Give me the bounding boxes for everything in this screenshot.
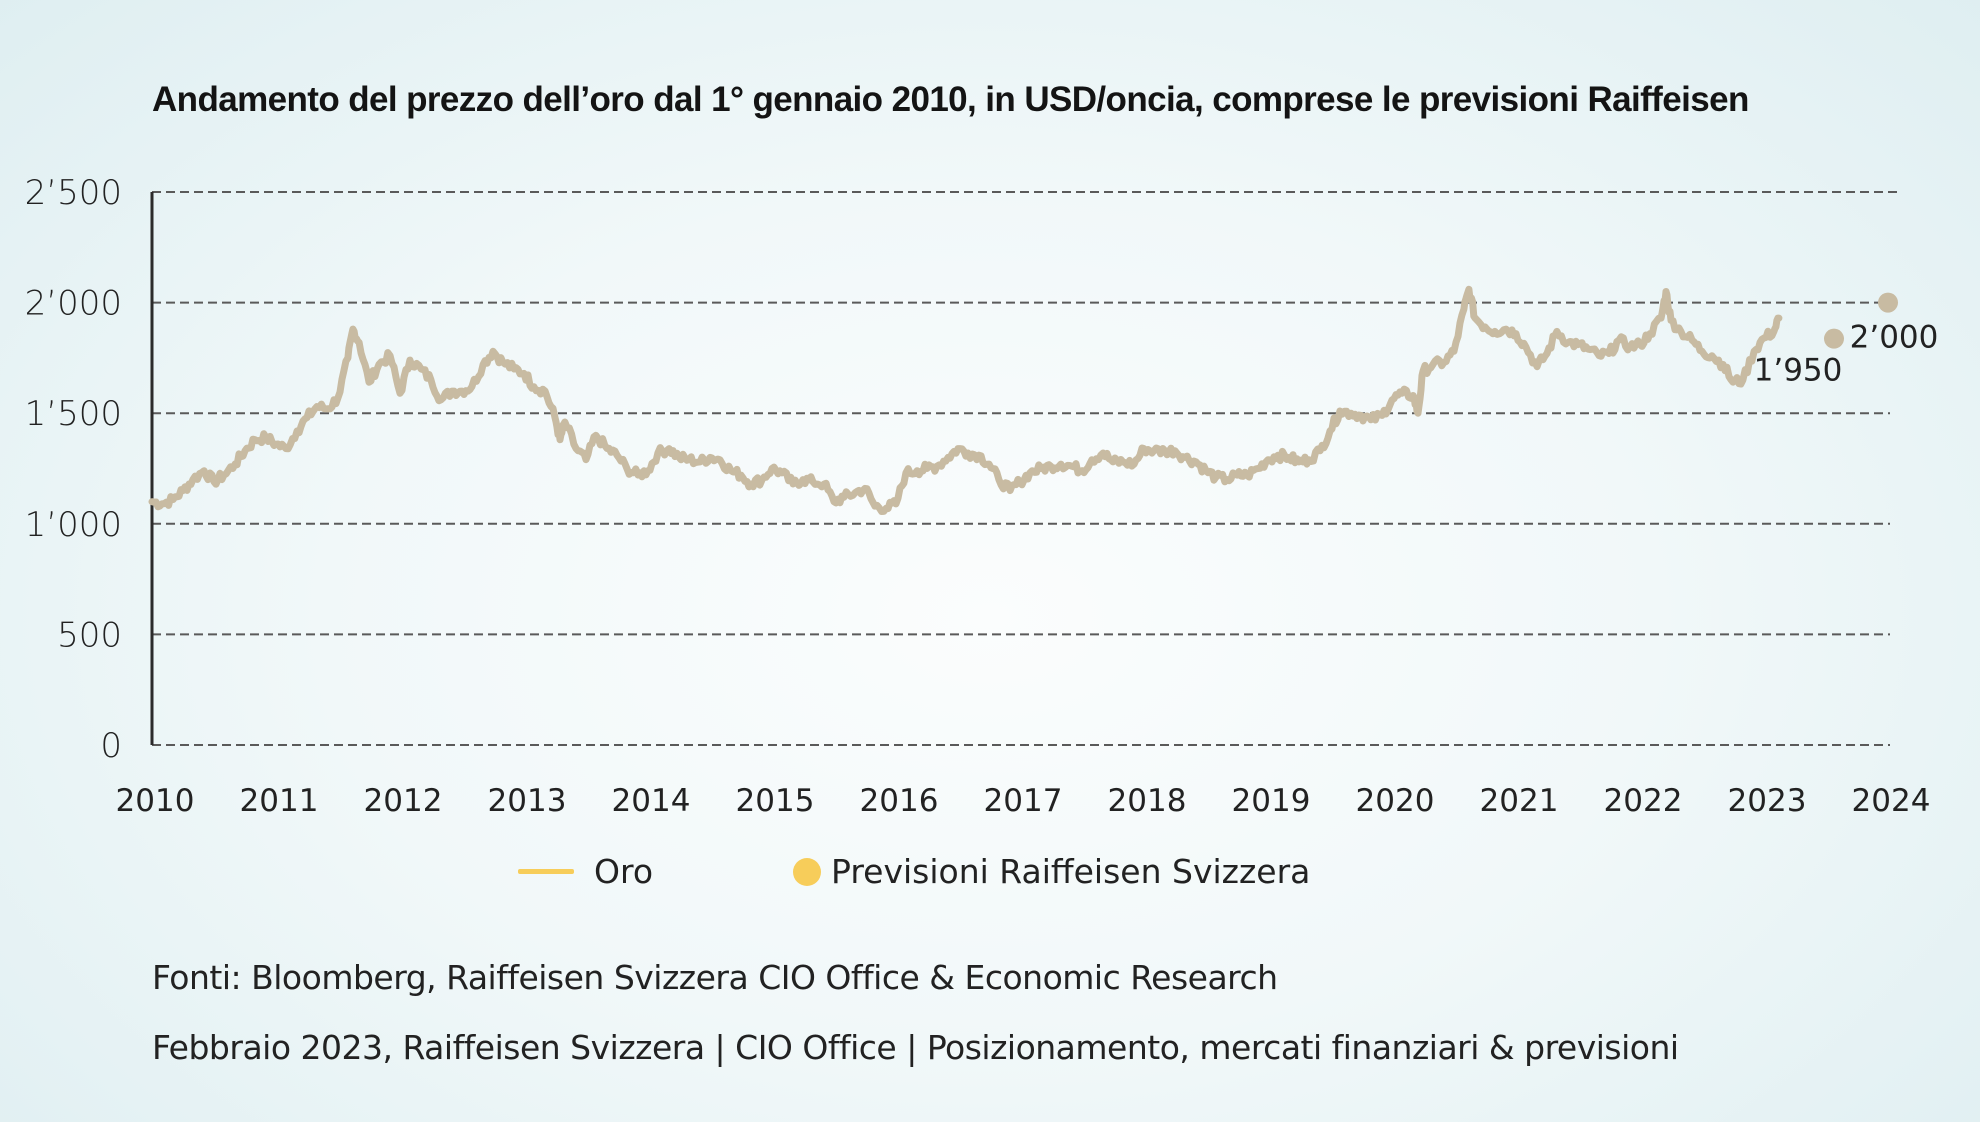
x-tick-label: 2013 <box>488 783 567 819</box>
gold-price-line <box>148 285 1783 515</box>
x-tick-label: 2017 <box>984 783 1063 819</box>
chart-title: Andamento del prezzo dell’oro dal 1° gen… <box>152 80 1749 119</box>
y-tick-label: 2’000 <box>25 284 122 324</box>
forecast-data-label: 2’000 <box>1850 320 1939 356</box>
y-tick-label: 1’500 <box>25 394 122 434</box>
x-tick-label: 2011 <box>240 783 319 819</box>
x-tick-label: 2024 <box>1852 783 1931 819</box>
x-tick-label: 2015 <box>736 783 815 819</box>
gridlines <box>152 191 1897 746</box>
series-layer <box>148 285 1783 515</box>
x-tick-label: 2023 <box>1728 783 1807 819</box>
y-axis-ticks: 0 500 1’000 1’500 2’000 2’500 <box>25 173 122 766</box>
line-swatch-icon <box>518 869 574 874</box>
x-tick-label: 2012 <box>364 783 443 819</box>
x-tick-label: 2022 <box>1604 783 1683 819</box>
x-tick-label: 2014 <box>612 783 691 819</box>
y-tick-label: 500 <box>57 615 122 655</box>
source-note: Fonti: Bloomberg, Raiffeisen Svizzera CI… <box>152 958 1278 997</box>
x-tick-label: 2019 <box>1232 783 1311 819</box>
forecast-point <box>1824 328 1844 349</box>
y-tick-label: 2’500 <box>25 173 122 213</box>
legend-label-forecast: Previsioni Raiffeisen Svizzera <box>831 852 1311 891</box>
x-axis-ticks: 2010 2011 2012 2013 2014 2015 2016 2017 2018 2019… <box>116 783 1931 819</box>
forecast-point <box>1878 292 1898 313</box>
x-tick-label: 2018 <box>1108 783 1187 819</box>
legend: Oro Previsioni Raiffeisen Svizzera <box>518 852 1310 891</box>
publication-note: Febbraio 2023, Raiffeisen Svizzera | CIO… <box>152 1028 1679 1067</box>
y-tick-label: 1’000 <box>25 505 122 545</box>
x-tick-label: 2020 <box>1356 783 1435 819</box>
y-tick-label: 0 <box>100 726 122 766</box>
forecast-data-label: 1’950 <box>1754 353 1843 389</box>
x-tick-label: 2010 <box>116 783 195 819</box>
legend-label-oro: Oro <box>594 852 654 891</box>
x-tick-label: 2016 <box>860 783 939 819</box>
x-tick-label: 2021 <box>1480 783 1559 819</box>
dot-swatch-icon <box>793 857 822 886</box>
